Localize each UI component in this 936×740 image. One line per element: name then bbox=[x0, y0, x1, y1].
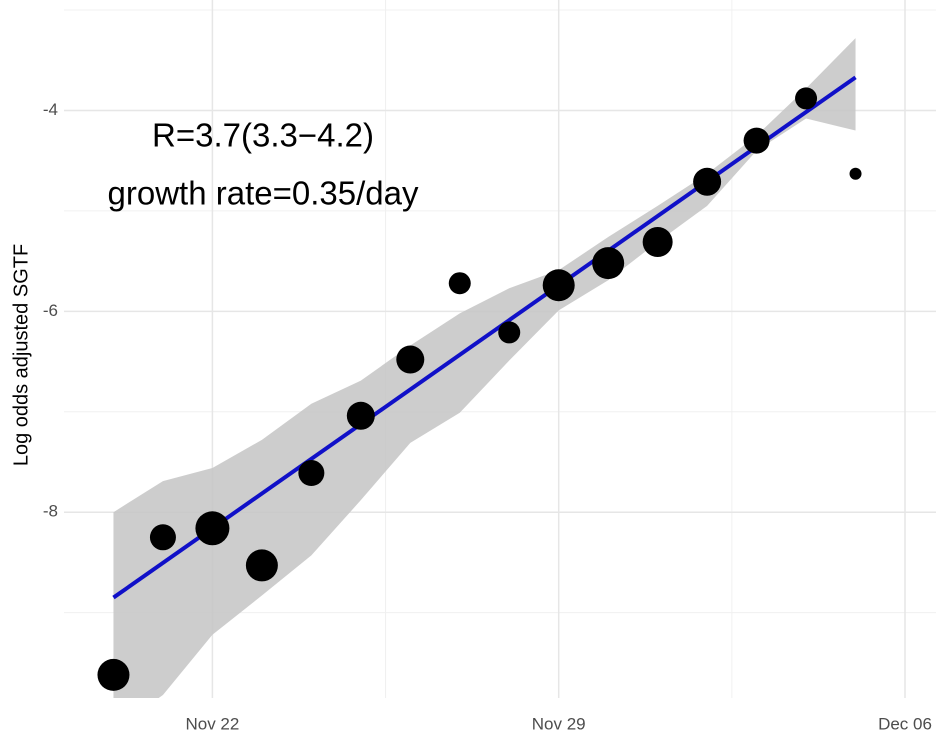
y-axis-label: Log odds adjusted SGTF bbox=[10, 244, 32, 466]
point bbox=[849, 167, 862, 180]
annotation: R=3.7(3.3−4.2) bbox=[152, 117, 374, 154]
point bbox=[195, 511, 230, 546]
point bbox=[298, 460, 325, 487]
point bbox=[97, 658, 130, 691]
plot-area bbox=[97, 38, 862, 698]
x-tick-label: Dec 06 bbox=[878, 714, 932, 733]
x-tick-label: Nov 22 bbox=[185, 714, 239, 733]
point bbox=[346, 401, 375, 430]
y-tick-label: -4 bbox=[43, 100, 58, 119]
point bbox=[693, 167, 722, 196]
point bbox=[149, 524, 176, 551]
point bbox=[396, 345, 425, 374]
point bbox=[498, 321, 521, 344]
point bbox=[448, 272, 471, 295]
point bbox=[245, 549, 278, 582]
point bbox=[542, 269, 575, 302]
annotation: growth rate=0.35/day bbox=[108, 175, 419, 212]
point bbox=[743, 127, 770, 154]
point bbox=[592, 247, 625, 280]
y-tick-label: -6 bbox=[43, 301, 58, 320]
x-tick-label: Nov 29 bbox=[532, 714, 586, 733]
confidence-band bbox=[113, 38, 856, 698]
point bbox=[642, 227, 673, 258]
y-tick-label: -8 bbox=[43, 502, 58, 521]
fit-line bbox=[112, 75, 857, 600]
point bbox=[795, 87, 818, 110]
